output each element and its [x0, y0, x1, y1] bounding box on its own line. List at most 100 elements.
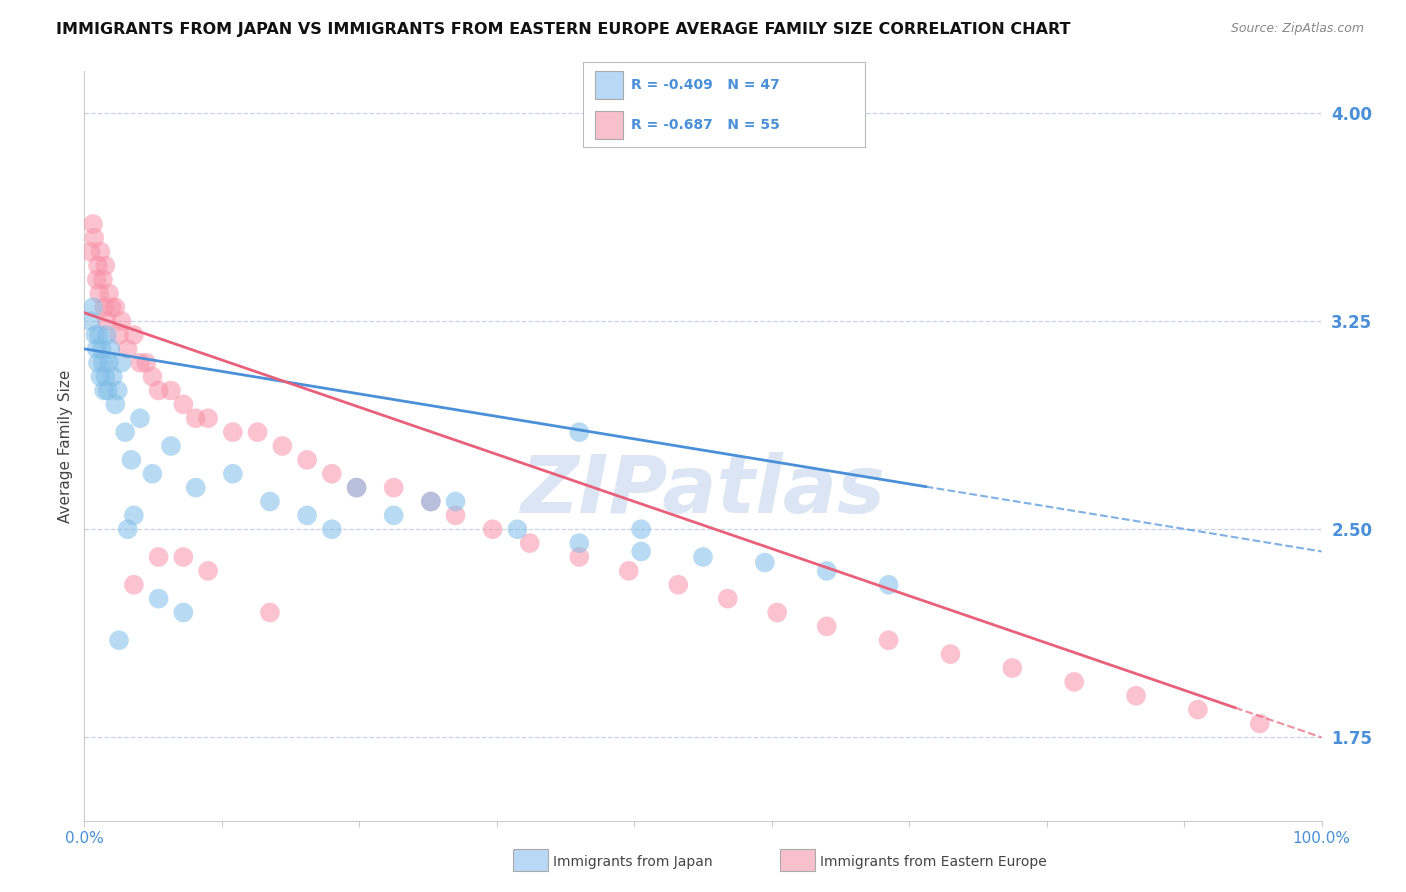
- Point: [568, 549, 591, 564]
- Text: ZIPatlas: ZIPatlas: [520, 452, 886, 530]
- Point: [419, 494, 441, 508]
- Point: [96, 314, 118, 328]
- Text: R = -0.409   N = 47: R = -0.409 N = 47: [631, 78, 780, 92]
- Point: [766, 606, 789, 620]
- Point: [141, 467, 163, 481]
- Point: [84, 328, 107, 343]
- Point: [172, 397, 194, 411]
- Point: [197, 564, 219, 578]
- Point: [222, 467, 245, 481]
- Point: [79, 314, 101, 328]
- Point: [98, 342, 121, 356]
- Point: [259, 606, 281, 620]
- Point: [630, 522, 652, 536]
- Point: [87, 356, 110, 370]
- Point: [754, 556, 776, 570]
- Point: [94, 369, 117, 384]
- Point: [122, 328, 145, 343]
- Point: [117, 342, 139, 356]
- Point: [346, 481, 368, 495]
- Point: [104, 300, 127, 314]
- Point: [94, 259, 117, 273]
- Text: Immigrants from Eastern Europe: Immigrants from Eastern Europe: [820, 855, 1046, 869]
- FancyBboxPatch shape: [595, 111, 623, 139]
- Point: [382, 481, 405, 495]
- Point: [129, 411, 152, 425]
- Point: [79, 244, 101, 259]
- Point: [141, 369, 163, 384]
- Point: [93, 300, 115, 314]
- Point: [104, 397, 127, 411]
- Point: [89, 286, 111, 301]
- Point: [259, 494, 281, 508]
- Point: [382, 508, 405, 523]
- Point: [82, 300, 104, 314]
- Point: [107, 384, 129, 398]
- Point: [98, 356, 121, 370]
- Point: [717, 591, 740, 606]
- Point: [108, 633, 131, 648]
- Point: [122, 578, 145, 592]
- Text: R = -0.687   N = 55: R = -0.687 N = 55: [631, 118, 780, 132]
- Point: [83, 231, 105, 245]
- Point: [346, 481, 368, 495]
- Point: [419, 494, 441, 508]
- Point: [630, 544, 652, 558]
- Point: [91, 356, 114, 370]
- Point: [87, 259, 110, 273]
- Point: [82, 217, 104, 231]
- Point: [110, 356, 132, 370]
- Y-axis label: Average Family Size: Average Family Size: [58, 369, 73, 523]
- Point: [91, 272, 114, 286]
- Point: [120, 453, 142, 467]
- Point: [184, 481, 207, 495]
- Point: [271, 439, 294, 453]
- Point: [222, 425, 245, 439]
- Text: Immigrants from Japan: Immigrants from Japan: [553, 855, 713, 869]
- Point: [877, 578, 900, 592]
- Point: [93, 384, 115, 398]
- Point: [172, 606, 194, 620]
- Point: [481, 522, 503, 536]
- Point: [939, 647, 962, 661]
- Point: [110, 314, 132, 328]
- Point: [295, 508, 318, 523]
- Point: [1001, 661, 1024, 675]
- Point: [160, 384, 183, 398]
- Point: [89, 328, 111, 343]
- Point: [519, 536, 541, 550]
- Point: [568, 536, 591, 550]
- Point: [135, 356, 157, 370]
- Point: [295, 453, 318, 467]
- Point: [617, 564, 640, 578]
- Point: [172, 549, 194, 564]
- Point: [1249, 716, 1271, 731]
- Point: [86, 272, 108, 286]
- Point: [114, 425, 136, 439]
- Point: [89, 369, 111, 384]
- Point: [148, 384, 170, 398]
- Point: [90, 342, 112, 356]
- Point: [568, 425, 591, 439]
- Point: [877, 633, 900, 648]
- Point: [321, 522, 343, 536]
- Point: [815, 619, 838, 633]
- Point: [1187, 703, 1209, 717]
- Point: [129, 356, 152, 370]
- Point: [692, 549, 714, 564]
- Point: [117, 522, 139, 536]
- Point: [148, 591, 170, 606]
- Point: [100, 300, 122, 314]
- Text: Source: ZipAtlas.com: Source: ZipAtlas.com: [1230, 22, 1364, 36]
- Point: [666, 578, 689, 592]
- FancyBboxPatch shape: [595, 71, 623, 99]
- Point: [86, 342, 108, 356]
- Point: [815, 564, 838, 578]
- Point: [321, 467, 343, 481]
- Point: [197, 411, 219, 425]
- Point: [122, 508, 145, 523]
- Point: [101, 369, 124, 384]
- Point: [506, 522, 529, 536]
- Point: [108, 328, 131, 343]
- Point: [1063, 674, 1085, 689]
